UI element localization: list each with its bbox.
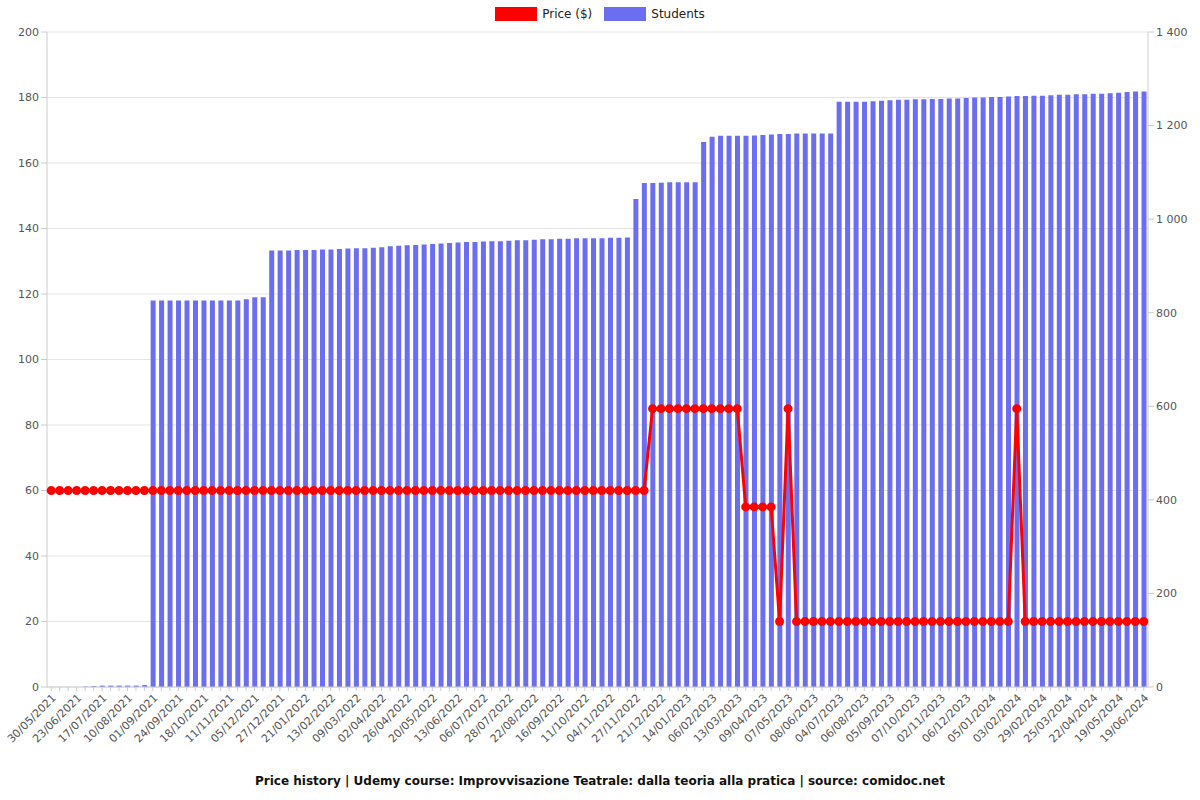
svg-text:160: 160 [18, 157, 39, 170]
svg-text:06/08/2023: 06/08/2023 [817, 691, 872, 746]
svg-text:1 000: 1 000 [1156, 213, 1188, 226]
svg-text:07/10/2023: 07/10/2023 [868, 691, 923, 746]
svg-text:09/04/2023: 09/04/2023 [716, 691, 771, 746]
svg-text:27/11/2022: 27/11/2022 [589, 691, 644, 746]
svg-text:100: 100 [18, 353, 39, 366]
svg-text:29/02/2024: 29/02/2024 [995, 691, 1050, 746]
svg-text:40: 40 [25, 550, 39, 563]
svg-text:22/04/2024: 22/04/2024 [1046, 691, 1101, 746]
svg-text:17/07/2021: 17/07/2021 [55, 691, 110, 746]
svg-text:180: 180 [18, 91, 39, 104]
svg-text:19/06/2024: 19/06/2024 [1097, 691, 1151, 745]
svg-text:27/12/2021: 27/12/2021 [233, 691, 288, 746]
svg-text:0: 0 [1156, 681, 1163, 694]
svg-text:120: 120 [18, 288, 39, 301]
svg-text:23/06/2021: 23/06/2021 [30, 691, 85, 746]
svg-text:400: 400 [1156, 494, 1177, 507]
svg-text:04/07/2023: 04/07/2023 [792, 691, 847, 746]
svg-text:02/04/2022: 02/04/2022 [335, 691, 390, 746]
svg-text:09/03/2022: 09/03/2022 [309, 691, 364, 746]
svg-text:08/06/2023: 08/06/2023 [767, 691, 822, 746]
svg-text:07/05/2023: 07/05/2023 [741, 691, 796, 746]
svg-text:20/05/2022: 20/05/2022 [386, 691, 440, 746]
svg-text:02/11/2023: 02/11/2023 [894, 691, 949, 746]
svg-text:28/07/2022: 28/07/2022 [462, 691, 517, 746]
svg-text:11/10/2022: 11/10/2022 [538, 691, 593, 746]
svg-text:800: 800 [1156, 307, 1177, 320]
svg-text:05/09/2023: 05/09/2023 [843, 691, 898, 746]
html-text:Price history | Udemy course:: Price history | Udemy course: Improvvisa… [255, 774, 945, 788]
svg-text:04/11/2022: 04/11/2022 [563, 691, 618, 746]
svg-text:600: 600 [1156, 400, 1177, 413]
svg-text:14/01/2023: 14/01/2023 [640, 691, 695, 746]
html-text:Price ($): Price ($) [542, 7, 593, 21]
svg-text:13/03/2023: 13/03/2023 [690, 691, 745, 746]
svg-text:22/08/2022: 22/08/2022 [487, 691, 542, 746]
svg-text:01/09/2021: 01/09/2021 [106, 691, 161, 746]
html-text:Students: Students [651, 7, 705, 21]
svg-text:21/01/2022: 21/01/2022 [258, 691, 313, 746]
svg-text:05/01/2024: 05/01/2024 [944, 691, 999, 746]
svg-text:26/04/2022: 26/04/2022 [360, 691, 415, 746]
svg-text:20: 20 [25, 615, 39, 628]
svg-text:13/06/2022: 13/06/2022 [411, 691, 466, 746]
svg-text:18/10/2021: 18/10/2021 [157, 691, 212, 746]
svg-text:19/05/2024: 19/05/2024 [1072, 691, 1126, 746]
svg-text:21/12/2022: 21/12/2022 [614, 691, 669, 746]
svg-text:05/12/2021: 05/12/2021 [208, 691, 263, 746]
svg-text:24/09/2021: 24/09/2021 [131, 691, 186, 746]
svg-text:10/08/2021: 10/08/2021 [81, 691, 136, 746]
svg-text:60: 60 [25, 484, 39, 497]
svg-text:80: 80 [25, 419, 39, 432]
svg-text:200: 200 [18, 26, 39, 39]
svg-text:06/02/2023: 06/02/2023 [665, 691, 720, 746]
svg-text:140: 140 [18, 222, 39, 235]
svg-text:13/02/2022: 13/02/2022 [284, 691, 339, 746]
svg-text:25/03/2024: 25/03/2024 [1021, 691, 1076, 746]
svg-text:200: 200 [1156, 587, 1177, 600]
svg-text:1 400: 1 400 [1156, 26, 1188, 39]
svg-text:06/07/2022: 06/07/2022 [436, 691, 491, 746]
svg-text:06/12/2023: 06/12/2023 [919, 691, 974, 746]
svg-text:03/02/2024: 03/02/2024 [970, 691, 1025, 746]
svg-text:11/11/2021: 11/11/2021 [182, 691, 237, 746]
svg-text:16/09/2022: 16/09/2022 [513, 691, 567, 746]
svg-text:0: 0 [32, 681, 39, 694]
svg-text:1 200: 1 200 [1156, 119, 1188, 132]
